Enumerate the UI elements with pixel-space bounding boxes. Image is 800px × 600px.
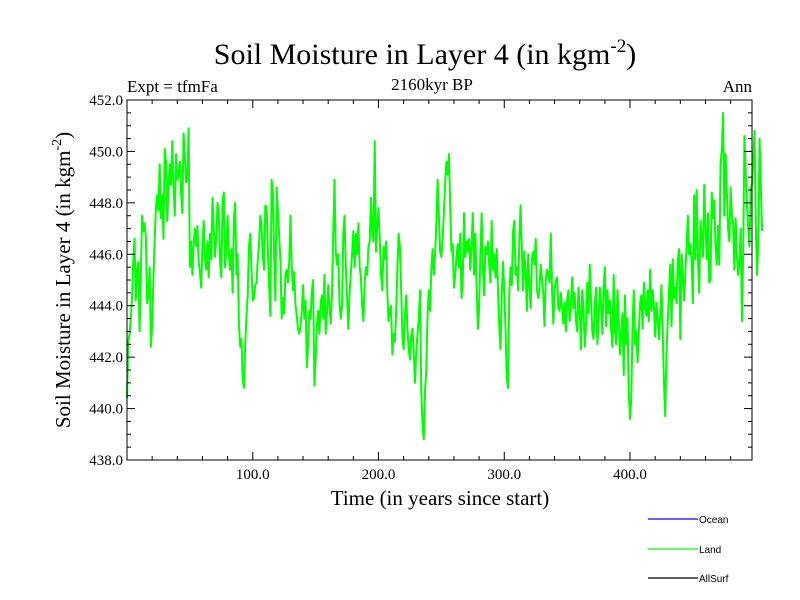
y-axis-title: Soil Moisture in Layer 4 (in kgm-2) — [50, 132, 75, 428]
y-tick-label: 450.0 — [89, 144, 123, 160]
chart-title: Soil Moisture in Layer 4 (in kgm-2) — [214, 36, 636, 71]
title-exponent: -2 — [610, 36, 626, 57]
series-layer — [126, 111, 764, 441]
y-tick-label: 438.0 — [89, 453, 123, 469]
title-close: ) — [626, 38, 636, 71]
y-axis-title-text: Soil Moisture in Layer 4 (in kgm — [51, 151, 75, 429]
title-text: Soil Moisture in Layer 4 (in kgm — [214, 38, 611, 71]
x-tick-label: 300.0 — [487, 467, 521, 483]
season-label: Ann — [723, 77, 753, 96]
x-tick-label: 200.0 — [362, 467, 396, 483]
y-tick-label: 444.0 — [89, 299, 123, 315]
y-axis-title-close: ) — [51, 132, 75, 139]
x-axis-title: Time (in years since start) — [331, 486, 550, 510]
legend-label-allsurf: AllSurf — [699, 574, 729, 585]
y-axis-title-exponent: -2 — [50, 139, 65, 151]
series-line-land — [126, 111, 764, 441]
legend-label-land: Land — [699, 545, 721, 556]
x-tick-label: 400.0 — [613, 467, 647, 483]
experiment-label: Expt = tfmFa — [127, 77, 218, 96]
chart-subtitle: 2160kyr BP — [391, 75, 473, 94]
y-tick-label: 440.0 — [89, 402, 123, 418]
legend-label-ocean: Ocean — [699, 515, 728, 526]
y-tick-label: 446.0 — [89, 247, 123, 263]
legend: Ocean Land AllSurf — [648, 515, 729, 585]
x-tick-label: 100.0 — [236, 467, 270, 483]
y-tick-label: 442.0 — [89, 350, 123, 366]
y-tick-label: 452.0 — [89, 93, 123, 109]
y-tick-label: 448.0 — [89, 196, 123, 212]
axis-layer: 100.0 200.0 300.0 400.0 438.0 440.0 442.0 444.0… — [89, 93, 752, 483]
